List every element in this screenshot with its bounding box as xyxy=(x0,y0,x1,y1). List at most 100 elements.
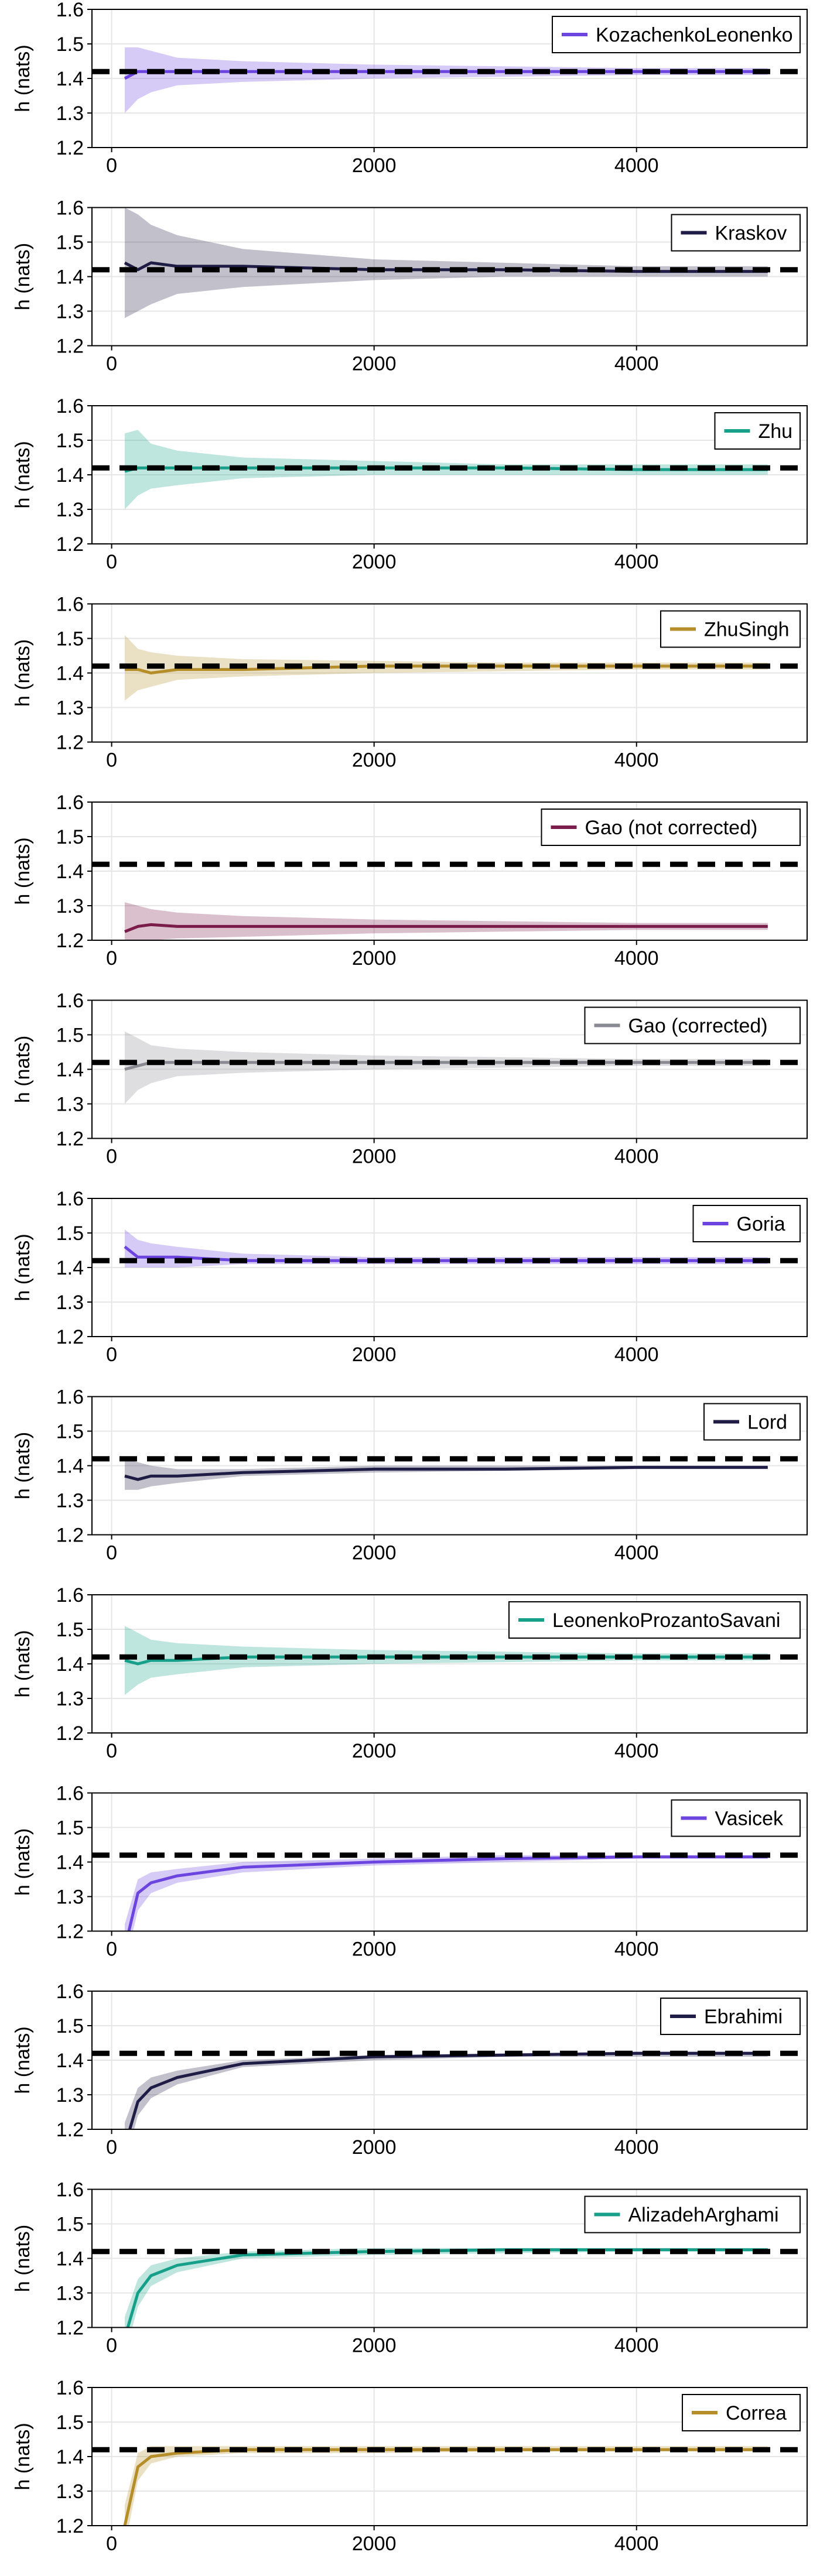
x-tick-label: 2000 xyxy=(352,2533,397,2555)
y-tick-label: 1.6 xyxy=(56,1188,84,1210)
y-axis-label: h (nats) xyxy=(12,2026,34,2094)
y-axis-label: h (nats) xyxy=(12,1630,34,1697)
panel-3: 1.2 1.3 1.4 1.5 1.6 0 2000 4000 h (nats) Zhu xyxy=(12,395,808,573)
confidence-band xyxy=(125,47,768,113)
y-tick-label: 1.5 xyxy=(56,2015,84,2037)
legend-label: ZhuSingh xyxy=(704,619,790,641)
legend: KozachenkoLeonenko xyxy=(552,16,801,53)
panel-13: 1.2 1.3 1.4 1.5 1.6 0 2000 4000 h (nats) Correa xyxy=(12,2377,808,2555)
plot-content xyxy=(124,902,768,940)
y-tick-label: 1.5 xyxy=(56,1421,84,1443)
y-axis-label: h (nats) xyxy=(12,639,34,707)
y-tick-label: 1.6 xyxy=(56,594,84,616)
y-tick-label: 1.2 xyxy=(56,2119,84,2141)
panel-2: 1.2 1.3 1.4 1.5 1.6 0 2000 4000 h (nats) Kraskov xyxy=(12,197,808,375)
legend: Goria xyxy=(692,1205,801,1242)
x-tick-label: 2000 xyxy=(352,1146,397,1168)
y-tick-label: 1.6 xyxy=(56,1386,84,1409)
x-tick-label: 0 xyxy=(106,2533,117,2555)
y-tick-label: 1.3 xyxy=(56,1688,84,1710)
y-tick-label: 1.4 xyxy=(56,2050,84,2072)
legend: AlizadehArghami xyxy=(584,2195,801,2234)
y-tick-label: 1.5 xyxy=(56,1619,84,1641)
confidence-band xyxy=(125,207,768,318)
x-tick-label: 2000 xyxy=(352,155,397,177)
y-tick-label: 1.4 xyxy=(56,1059,84,1081)
y-tick-label: 1.2 xyxy=(56,1326,84,1348)
panel-6: 1.2 1.3 1.4 1.5 1.6 0 2000 4000 h (nats) Gao (cor… xyxy=(12,990,808,1168)
y-axis-label: h (nats) xyxy=(12,2225,34,2292)
confidence-band xyxy=(125,430,768,509)
y-axis-label: h (nats) xyxy=(12,1036,34,1103)
x-tick-label: 4000 xyxy=(614,1938,659,1961)
y-tick-label: 1.2 xyxy=(56,1921,84,1943)
panel-8: 1.2 1.3 1.4 1.5 1.6 0 2000 4000 h (nats) Lord xyxy=(12,1386,808,1564)
legend-box xyxy=(584,1006,801,1044)
confidence-band xyxy=(125,902,768,940)
y-tick-label: 1.2 xyxy=(56,533,84,556)
legend-label: LeonenkoProzantoSavani xyxy=(552,1609,780,1632)
y-tick-label: 1.2 xyxy=(56,930,84,952)
y-tick-label: 1.5 xyxy=(56,33,84,56)
y-axis-label: h (nats) xyxy=(12,441,34,508)
legend-label: Gao (corrected) xyxy=(628,1015,768,1037)
y-tick-label: 1.3 xyxy=(56,2481,84,2503)
x-tick-label: 4000 xyxy=(614,749,659,772)
x-tick-label: 4000 xyxy=(614,2335,659,2357)
y-tick-label: 1.4 xyxy=(56,1455,84,1478)
y-axis-label: h (nats) xyxy=(12,44,34,112)
y-tick-label: 1.5 xyxy=(56,430,84,452)
y-tick-label: 1.4 xyxy=(56,2446,84,2468)
y-tick-label: 1.4 xyxy=(56,2248,84,2270)
x-tick-label: 4000 xyxy=(614,947,659,970)
confidence-band xyxy=(125,635,768,701)
y-tick-label: 1.5 xyxy=(56,628,84,650)
y-tick-label: 1.6 xyxy=(56,1584,84,1606)
x-tick-label: 4000 xyxy=(614,155,659,177)
y-tick-label: 1.4 xyxy=(56,464,84,487)
y-tick-label: 1.3 xyxy=(56,697,84,720)
x-tick-label: 0 xyxy=(106,1542,117,1564)
legend-label: KozachenkoLeonenko xyxy=(596,24,793,46)
legend-label: Lord xyxy=(747,1412,787,1434)
x-tick-label: 4000 xyxy=(614,353,659,375)
x-tick-label: 2000 xyxy=(352,2335,397,2357)
y-tick-label: 1.4 xyxy=(56,1257,84,1279)
x-tick-label: 2000 xyxy=(352,947,397,970)
legend-box xyxy=(584,2195,801,2234)
x-tick-label: 0 xyxy=(106,1740,117,1762)
x-tick-label: 4000 xyxy=(614,1740,659,1762)
y-tick-label: 1.5 xyxy=(56,1025,84,1047)
y-tick-label: 1.3 xyxy=(56,895,84,917)
legend-label: Correa xyxy=(726,2402,787,2424)
legend: Kraskov xyxy=(671,214,801,252)
x-tick-label: 4000 xyxy=(614,1146,659,1168)
panel-9: 1.2 1.3 1.4 1.5 1.6 0 2000 4000 h (nats) Leonenko… xyxy=(12,1584,808,1762)
x-tick-label: 2000 xyxy=(352,1740,397,1762)
y-axis-label: h (nats) xyxy=(12,2423,34,2490)
y-tick-label: 1.3 xyxy=(56,1886,84,1909)
y-tick-label: 1.4 xyxy=(56,1852,84,1874)
y-tick-label: 1.2 xyxy=(56,1128,84,1150)
y-tick-label: 1.6 xyxy=(56,395,84,417)
x-tick-label: 2000 xyxy=(352,2136,397,2159)
confidence-band xyxy=(125,1031,768,1104)
y-axis-label: h (nats) xyxy=(12,1432,34,1499)
y-tick-label: 1.3 xyxy=(56,499,84,521)
x-tick-label: 0 xyxy=(106,353,117,375)
y-tick-label: 1.4 xyxy=(56,861,84,883)
legend: Vasicek xyxy=(671,1799,801,1837)
y-tick-label: 1.2 xyxy=(56,335,84,358)
y-tick-label: 1.3 xyxy=(56,102,84,125)
panel-12: 1.2 1.3 1.4 1.5 1.6 0 2000 4000 h (nats) Alizadeh… xyxy=(12,2179,808,2357)
y-tick-label: 1.6 xyxy=(56,197,84,220)
legend-label: Vasicek xyxy=(715,1808,784,1830)
legend: Lord xyxy=(703,1403,801,1441)
y-tick-label: 1.5 xyxy=(56,826,84,848)
y-tick-label: 1.6 xyxy=(56,990,84,1012)
x-tick-label: 2000 xyxy=(352,551,397,573)
legend-box xyxy=(692,1205,801,1242)
y-tick-label: 1.6 xyxy=(56,2179,84,2201)
y-tick-label: 1.3 xyxy=(56,1490,84,1512)
y-tick-label: 1.2 xyxy=(56,2515,84,2537)
